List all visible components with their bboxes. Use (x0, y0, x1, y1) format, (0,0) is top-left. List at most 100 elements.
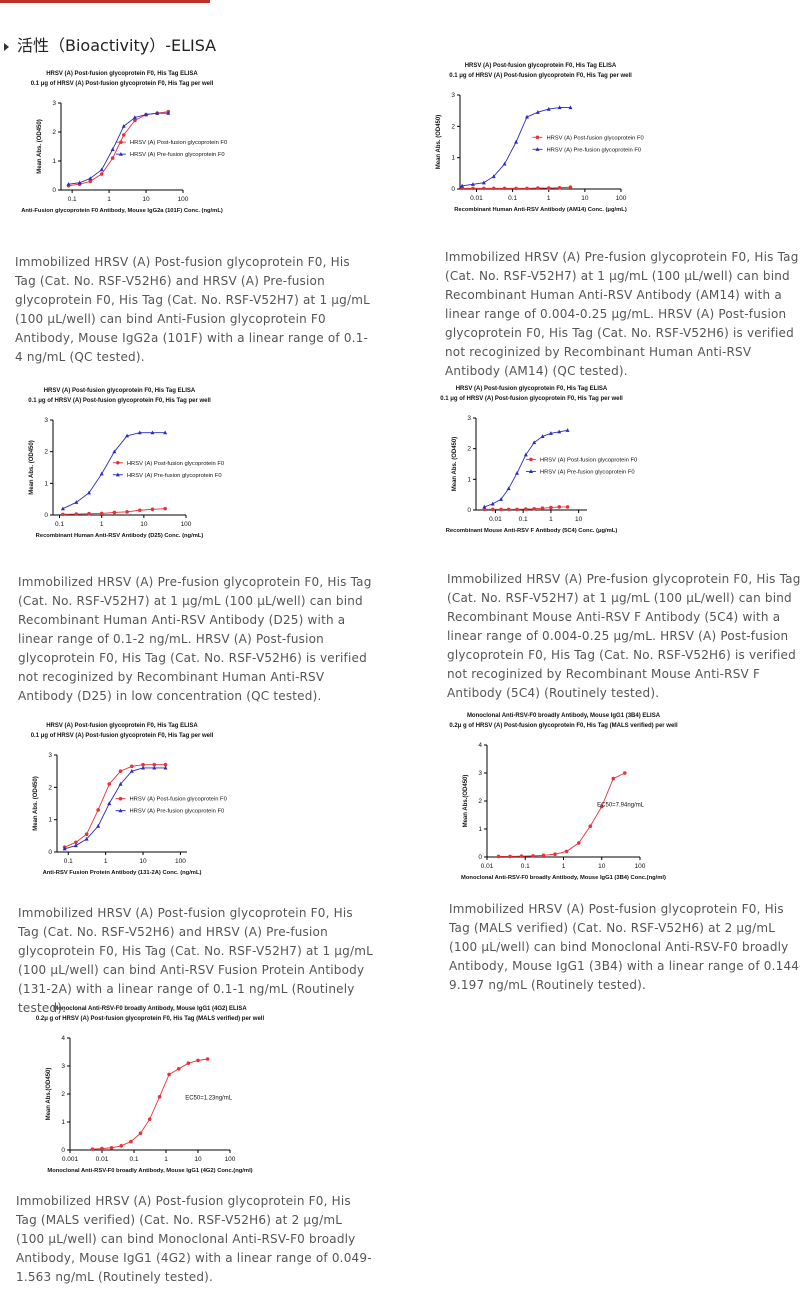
data-point (74, 840, 78, 845)
fit-line (64, 767, 166, 850)
chart-title: HRSV (A) Post-fusion glycoprotein F0, Hi… (46, 723, 198, 729)
data-point (166, 110, 171, 115)
data-point (129, 768, 134, 773)
legend-marker (535, 147, 540, 151)
data-point (167, 1072, 171, 1077)
data-point (74, 500, 79, 504)
data-point (557, 505, 562, 509)
legend-label: HRSV (A) Post-fusion glycoprotein F0 (546, 135, 643, 141)
data-point (548, 431, 553, 435)
x-tick-label: 0.01 (470, 195, 483, 202)
data-point (118, 781, 123, 786)
legend-label: HRSV (A) Post-fusion glycoprotein F0 (540, 457, 637, 463)
x-tick-label: 100 (635, 863, 646, 870)
data-point (568, 185, 573, 189)
data-point (557, 429, 562, 434)
x-tick-label: 10 (139, 858, 147, 865)
x-tick-label: 1 (100, 521, 104, 528)
data-point (460, 183, 465, 188)
top-rule (0, 0, 210, 3)
data-point (508, 854, 512, 859)
x-tick-label: 1 (547, 195, 551, 202)
legend-marker (535, 135, 540, 140)
data-point (138, 1131, 143, 1135)
data-point (502, 186, 507, 191)
data-point (514, 139, 519, 144)
data-point (99, 511, 104, 516)
data-point (565, 428, 570, 432)
section-header: 活性（Bioactivity）-ELISA (4, 32, 216, 56)
data-point (532, 506, 536, 511)
x-tick-label: 0.1 (521, 863, 530, 870)
x-tick-label: 10 (575, 516, 583, 523)
x-tick-label: 10 (142, 196, 150, 203)
x-tick-label: 10 (581, 195, 589, 202)
y-tick-label: 1 (451, 155, 455, 162)
data-point (557, 185, 562, 190)
data-point (157, 1095, 162, 1099)
chart-title: Monoclonal Anti-RSV-F0 broadly Antibody,… (53, 1006, 247, 1012)
data-point (524, 507, 528, 511)
data-point (546, 186, 551, 190)
y-tick-label: 1 (61, 1119, 65, 1126)
data-point (599, 804, 604, 809)
y-tick-label: 1 (52, 158, 56, 165)
y-axis-label: Mean Abs. (OD450) (436, 115, 442, 169)
data-point (61, 512, 65, 517)
x-tick-label: 0.001 (62, 1156, 79, 1163)
x-tick-label: 0.1 (55, 521, 64, 528)
data-point (152, 765, 157, 770)
section-title: 活性（Bioactivity）-ELISA (17, 36, 217, 55)
data-point (90, 1147, 95, 1151)
data-point (141, 762, 145, 767)
data-point (515, 507, 519, 512)
data-point (205, 1057, 210, 1061)
data-point (481, 180, 486, 185)
y-tick-label: 0 (52, 187, 56, 194)
data-point (112, 449, 117, 454)
data-point (109, 1145, 114, 1150)
data-point (490, 507, 495, 512)
data-point (110, 156, 115, 160)
chart-title: HRSV (A) Post-fusion glycoprotein F0, Hi… (456, 386, 608, 392)
data-point (119, 1144, 124, 1148)
legend-marker (118, 808, 123, 813)
y-tick-label: 2 (48, 784, 52, 791)
data-point (531, 854, 535, 858)
data-point (84, 832, 89, 837)
data-point (535, 110, 540, 114)
data-point (549, 505, 553, 510)
legend-marker (119, 140, 123, 144)
chart-subtitle: 0.1 μg of HRSV (A) Post-fusion glycoprot… (31, 733, 214, 739)
caption: Immobilized HRSV (A) Pre-fusion glycopro… (445, 250, 799, 378)
data-point (86, 490, 91, 495)
data-point (491, 174, 496, 179)
x-tick-label: 0.01 (96, 1156, 109, 1163)
chart-title: HRSV (A) Post-fusion glycoprotein F0, Hi… (44, 388, 196, 394)
data-point (87, 511, 91, 516)
y-tick-label: 2 (61, 1091, 65, 1098)
data-point (137, 508, 142, 513)
data-point (576, 841, 581, 845)
data-point (176, 1067, 181, 1071)
fit-line (64, 764, 166, 848)
caption: Immobilized HRSV (A) Post-fusion glycopr… (15, 255, 370, 364)
data-point (524, 114, 529, 119)
x-tick-label: 10 (140, 521, 148, 528)
y-tick-label: 0 (478, 854, 482, 861)
chart-subtitle: 0.1 μg of HRSV (A) Post-fusion glycoprot… (28, 398, 211, 404)
data-point (186, 1061, 191, 1065)
legend-marker (116, 460, 120, 465)
data-point (496, 854, 501, 859)
x-tick-label: 0.1 (508, 195, 517, 202)
data-point (541, 853, 546, 858)
legend-marker (118, 151, 123, 156)
x-tick-label: 0.1 (68, 196, 77, 203)
y-tick-label: 2 (478, 798, 482, 805)
data-point (147, 1117, 152, 1121)
y-tick-label: 0 (48, 849, 52, 856)
caption: Immobilized HRSV (A) Pre-fusion glycopro… (18, 575, 372, 703)
y-axis-label: Mean Abs. (OD450) (452, 437, 458, 491)
y-tick-label: 0 (451, 186, 455, 193)
